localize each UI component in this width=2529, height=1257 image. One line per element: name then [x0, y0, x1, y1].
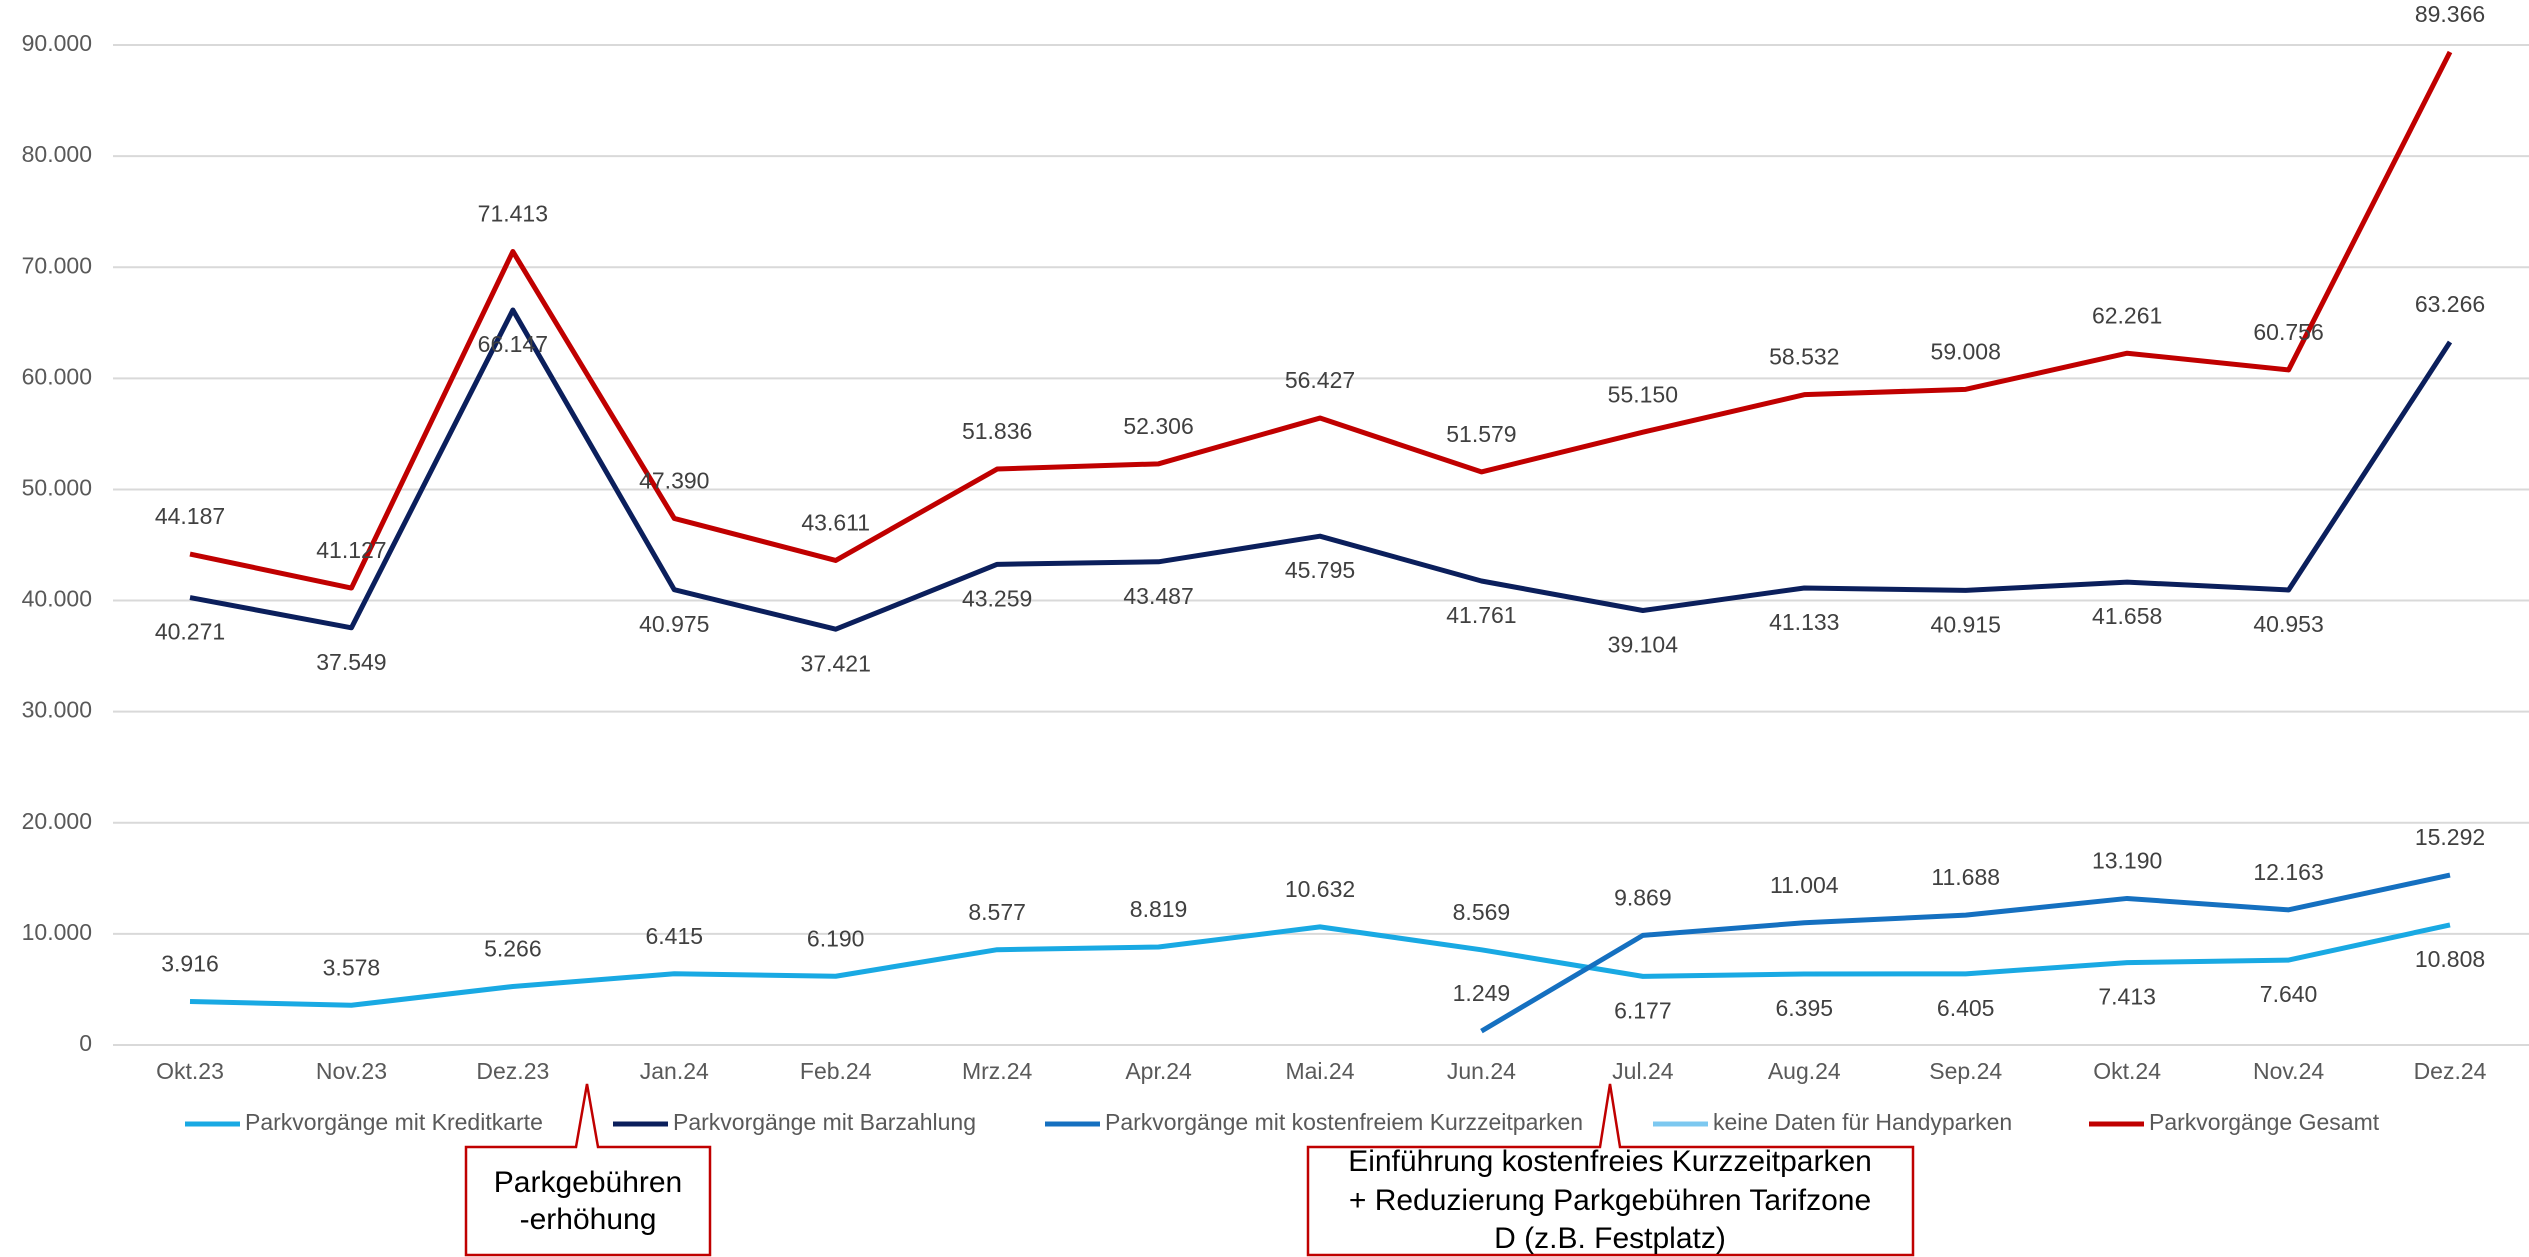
data-label: 41.658 [2092, 603, 2162, 629]
data-label: 7.640 [2260, 981, 2318, 1007]
data-label: 41.133 [1769, 609, 1839, 635]
annotation-text: + Reduzierung Parkgebühren Tarifzone [1349, 1184, 1871, 1217]
y-tick-label: 30.000 [22, 697, 92, 723]
data-label: 9.869 [1614, 884, 1672, 910]
data-label: 66.147 [478, 331, 548, 357]
data-label: 51.579 [1446, 421, 1516, 447]
data-label: 56.427 [1285, 367, 1355, 393]
data-label: 63.266 [2415, 291, 2485, 317]
data-label: 41.761 [1446, 602, 1516, 628]
data-label: 44.187 [155, 503, 225, 529]
data-label: 6.415 [646, 923, 704, 949]
legend-label: Parkvorgänge mit Kreditkarte [245, 1109, 543, 1135]
x-tick-label: Dez.23 [476, 1058, 549, 1084]
y-tick-label: 80.000 [22, 141, 92, 167]
data-label: 43.487 [1123, 583, 1193, 609]
annotation-text: Parkgebühren [494, 1166, 682, 1199]
annotation-text: Einführung kostenfreies Kurzzeitparken [1348, 1145, 1872, 1178]
x-tick-label: Feb.24 [800, 1058, 872, 1084]
series-line [189, 307, 2453, 632]
data-label: 10.808 [2415, 946, 2485, 972]
data-label: 5.266 [484, 936, 542, 962]
y-tick-label: 0 [79, 1030, 92, 1056]
data-label: 62.261 [2092, 302, 2162, 328]
x-tick-label: Aug.24 [1768, 1058, 1841, 1084]
data-label: 39.104 [1608, 632, 1679, 658]
annotation-box [464, 1083, 712, 1257]
y-tick-label: 70.000 [22, 252, 92, 278]
legend-label: Parkvorgänge Gesamt [2149, 1109, 2380, 1135]
x-tick-label: Mai.24 [1285, 1058, 1354, 1084]
data-label: 10.632 [1285, 876, 1355, 902]
y-tick-label: 20.000 [22, 808, 92, 834]
data-label: 43.259 [962, 585, 1032, 611]
annotation-box [1306, 1083, 1915, 1257]
series-line [189, 50, 2453, 591]
data-label: 41.127 [316, 537, 386, 563]
data-label: 6.177 [1614, 997, 1672, 1023]
data-label: 37.549 [316, 649, 386, 675]
data-label: 6.395 [1776, 995, 1834, 1021]
data-label: 40.953 [2253, 611, 2323, 637]
data-label: 43.611 [801, 510, 870, 536]
data-label: 1.249 [1453, 980, 1511, 1006]
x-tick-label: Jun.24 [1447, 1058, 1516, 1084]
data-label: 58.532 [1769, 344, 1839, 370]
data-label: 3.578 [323, 954, 381, 980]
data-label: 12.163 [2253, 859, 2323, 885]
data-label: 51.836 [962, 418, 1032, 444]
data-label: 3.916 [161, 951, 219, 977]
series-line [189, 922, 2451, 1008]
annotation-text: D (z.B. Festplatz) [1494, 1222, 1726, 1255]
x-tick-label: Mrz.24 [962, 1058, 1033, 1084]
y-tick-label: 90.000 [22, 30, 92, 56]
x-tick-label: Nov.24 [2253, 1058, 2324, 1084]
y-tick-label: 50.000 [22, 475, 92, 501]
legend-label: Parkvorgänge mit Barzahlung [673, 1109, 976, 1135]
data-label: 13.190 [2092, 848, 2162, 874]
data-label: 40.915 [1931, 611, 2001, 637]
x-tick-label: Apr.24 [1125, 1058, 1192, 1084]
data-label: 89.366 [2415, 1, 2485, 27]
data-label: 37.421 [801, 650, 871, 676]
data-label: 11.688 [1931, 864, 2000, 890]
data-label: 11.004 [1770, 872, 1839, 898]
x-tick-label: Sep.24 [1929, 1058, 2002, 1084]
data-label: 40.975 [639, 611, 709, 637]
series-line [1480, 872, 2451, 1034]
legend-label: keine Daten für Handyparken [1713, 1109, 2012, 1135]
data-label: 52.306 [1123, 413, 1193, 439]
data-label: 60.756 [2253, 319, 2323, 345]
annotation-text: -erhöhung [520, 1203, 657, 1236]
data-label: 8.569 [1453, 899, 1511, 925]
data-label: 45.795 [1285, 557, 1355, 583]
data-label: 47.390 [639, 468, 709, 494]
data-label: 6.190 [807, 925, 865, 951]
legend-label: Parkvorgänge mit kostenfreiem Kurzzeitpa… [1105, 1109, 1583, 1135]
x-tick-label: Jan.24 [640, 1058, 709, 1084]
x-tick-label: Dez.24 [2414, 1058, 2487, 1084]
data-label: 7.413 [2098, 984, 2156, 1010]
data-label: 15.292 [2415, 824, 2485, 850]
data-label: 55.150 [1608, 381, 1678, 407]
y-tick-label: 60.000 [22, 363, 92, 389]
x-tick-label: Jul.24 [1612, 1058, 1674, 1084]
x-tick-label: Nov.23 [316, 1058, 387, 1084]
y-tick-label: 40.000 [22, 586, 92, 612]
x-tick-label: Okt.24 [2093, 1058, 2161, 1084]
y-tick-label: 10.000 [22, 919, 92, 945]
data-label: 6.405 [1937, 995, 1995, 1021]
data-label: 71.413 [478, 201, 548, 227]
data-label: 40.271 [155, 619, 225, 645]
data-label: 8.577 [968, 899, 1026, 925]
data-label: 8.819 [1130, 896, 1188, 922]
data-label: 59.008 [1931, 338, 2001, 364]
x-tick-label: Okt.23 [156, 1058, 224, 1084]
